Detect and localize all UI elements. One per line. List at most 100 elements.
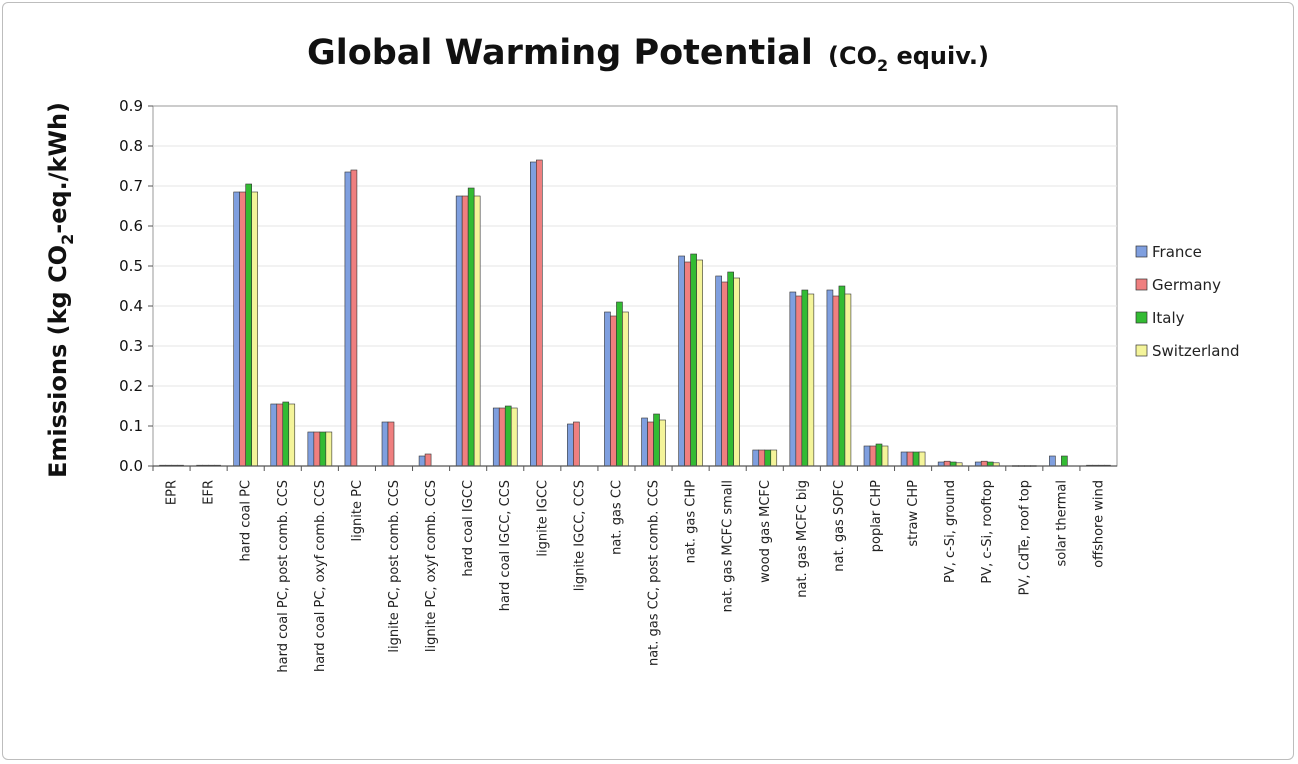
bar-switzerland [325,431,333,467]
y-tick-label: 0.9 [119,97,143,115]
bar-italy [245,183,252,467]
chart-title-suffix-pre: (CO [828,42,877,70]
y-tick-label: 0.0 [119,457,143,475]
bar-germany [906,451,914,467]
x-tick-label: nat. gas SOFC [832,480,847,572]
bar-france [715,275,722,467]
y-tick-label: 0.5 [119,257,143,275]
y-axis-label-post: -eq./kWh) [44,102,72,234]
bar-france [826,289,834,467]
x-tick-label: hard coal PC, post comb. CCS [276,480,291,673]
x-tick-label: nat. gas CC, post comb. CCS [647,480,662,666]
y-tick-label: 0.3 [119,337,143,355]
x-tick-label: lignite IGCC, CCS [572,480,587,591]
y-tick-label: 0.8 [119,137,143,155]
bar-france [678,255,685,467]
legend-swatch-switzerland [1135,344,1148,357]
bar-france [492,407,500,467]
bar-germany [795,295,803,467]
bar-switzerland [918,451,926,467]
bar-italy [467,187,475,467]
bar-italy [764,449,772,467]
y-tick-label: 0.4 [119,297,143,315]
bar-italy [319,431,327,467]
bar-italy [912,451,920,467]
bar-switzerland [659,419,666,467]
bar-switzerland [510,407,518,467]
legend-label-switzerland: Switzerland [1152,342,1240,360]
legend-label-germany: Germany [1152,276,1221,294]
bar-italy [875,443,883,467]
x-tick-label: PV, c-Si, rooftop [980,480,995,584]
y-tick-label: 0.2 [119,377,143,395]
bar-switzerland [696,259,703,467]
bar-germany [758,449,766,467]
bar-germany [350,169,358,467]
bar-italy [838,285,846,467]
bar-germany [239,191,246,467]
bar-france [1049,455,1056,467]
bar-germany [684,261,691,467]
chart-title-suffix-post: equiv.) [888,42,989,70]
bar-switzerland [807,293,815,467]
bar-switzerland [288,403,296,467]
bar-france [752,449,760,467]
bar-italy [690,253,697,467]
bar-switzerland [844,293,852,467]
x-tick-label: nat. gas MCFC big [795,480,810,598]
bar-france [307,431,315,467]
x-tick-label: hard coal PC, oxyf comb. CCS [313,480,328,672]
bar-switzerland [733,277,740,467]
bar-germany [536,159,543,467]
bar-france [641,417,648,467]
bar-france [604,311,611,467]
bar-germany [610,315,617,467]
bar-switzerland [473,195,481,467]
bar-italy [801,289,809,467]
legend-swatch-germany [1135,278,1148,291]
bar-italy [1061,455,1068,467]
x-ticks: EPR EFR hard coal PC hard coal PC, post com… [152,466,1106,673]
bar-germany [387,421,395,467]
x-tick-label: lignite PC [350,480,365,541]
legend-label-france: France [1152,243,1202,261]
plot-area [152,105,1118,467]
bar-switzerland [251,191,258,467]
bar-germany [647,421,654,467]
chart-title-main: Global Warming Potential [307,33,813,73]
bar-switzerland [770,449,778,467]
bar-germany [461,195,469,467]
legend-label-italy: Italy [1152,309,1185,327]
bar-france [789,291,797,467]
y-tick-label: 0.7 [119,177,143,195]
bar-italy [727,271,734,467]
x-tick-label: nat. gas CHP [684,480,699,564]
bar-germany [313,431,321,467]
legend-swatch-italy [1135,311,1148,324]
legend: France Germany Italy Switzerland [1135,243,1240,360]
bar-france [530,161,537,467]
bar-switzerland [881,445,889,467]
bar-italy [504,405,512,467]
bar-italy [616,301,623,467]
bar-germany [424,453,432,467]
x-tick-label: hard coal PC [239,480,254,561]
bar-france [900,451,908,467]
bar-switzerland [622,311,629,467]
bar-france [418,455,426,467]
chart-title-suffix-sub: 2 [877,56,888,75]
x-tick-label: EPR [165,480,180,505]
bar-germany [276,403,284,467]
x-tick-label: PV, CdTe, roof top [1017,480,1032,595]
bar-italy [653,413,660,467]
bar-france [455,195,463,467]
y-tick-label: 0.6 [119,217,143,235]
bar-germany [498,407,506,467]
bar-germany [573,421,580,467]
x-tick-label: solar thermal [1054,480,1069,566]
bar-france [270,403,278,467]
gridlines [153,145,1117,427]
bar-germany [869,445,877,467]
y-axis-label: Emissions (kg CO2-eq./kWh) [44,102,77,478]
